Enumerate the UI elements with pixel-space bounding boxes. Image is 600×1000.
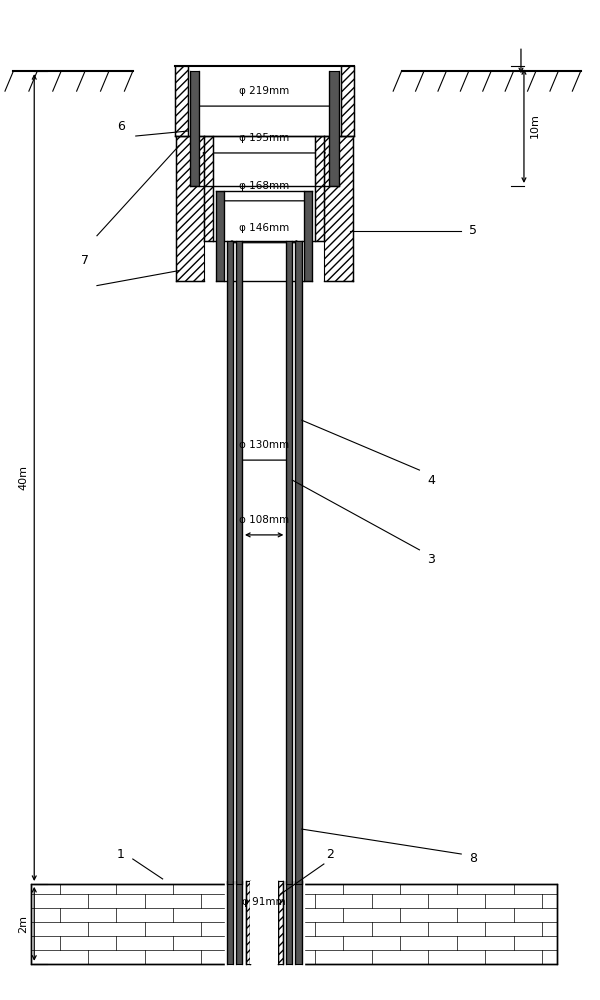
Text: φ 168mm: φ 168mm	[239, 181, 289, 191]
Bar	[295, 881, 302, 964]
Text: 1: 1	[117, 848, 125, 861]
Text: φ 219mm: φ 219mm	[239, 86, 289, 96]
Text: φ 108mm: φ 108mm	[239, 515, 289, 525]
Bar	[278, 881, 283, 964]
Text: φ 146mm: φ 146mm	[239, 223, 289, 233]
Bar	[286, 241, 292, 884]
Text: 3: 3	[427, 553, 436, 566]
Text: 5: 5	[469, 224, 477, 237]
Text: φ 91mm: φ 91mm	[242, 897, 286, 907]
Bar	[341, 66, 354, 136]
Bar	[190, 71, 199, 186]
Text: 6: 6	[117, 120, 125, 133]
Bar	[236, 881, 242, 964]
Text: 2m: 2m	[18, 915, 28, 933]
Bar	[304, 191, 312, 281]
Text: 40m: 40m	[18, 465, 28, 490]
Bar	[217, 191, 224, 281]
Bar	[227, 881, 233, 964]
Text: φ 195mm: φ 195mm	[239, 133, 289, 143]
Bar	[31, 884, 557, 964]
Bar	[245, 881, 250, 964]
Bar	[227, 241, 233, 884]
Text: φ 130mm: φ 130mm	[239, 440, 289, 450]
Bar	[175, 66, 188, 136]
Text: 10m: 10m	[530, 114, 540, 138]
Bar	[176, 136, 205, 281]
Text: 2: 2	[326, 848, 334, 861]
Text: 7: 7	[81, 254, 89, 267]
Bar	[205, 136, 214, 241]
Bar	[286, 881, 292, 964]
Bar	[329, 71, 339, 186]
Text: 4: 4	[427, 474, 436, 487]
Bar	[236, 241, 242, 884]
Bar	[295, 241, 302, 884]
Bar	[324, 136, 353, 281]
Bar	[250, 881, 278, 964]
Bar	[245, 881, 250, 964]
Text: 8: 8	[469, 852, 477, 865]
Bar	[278, 881, 283, 964]
Bar	[315, 136, 324, 241]
